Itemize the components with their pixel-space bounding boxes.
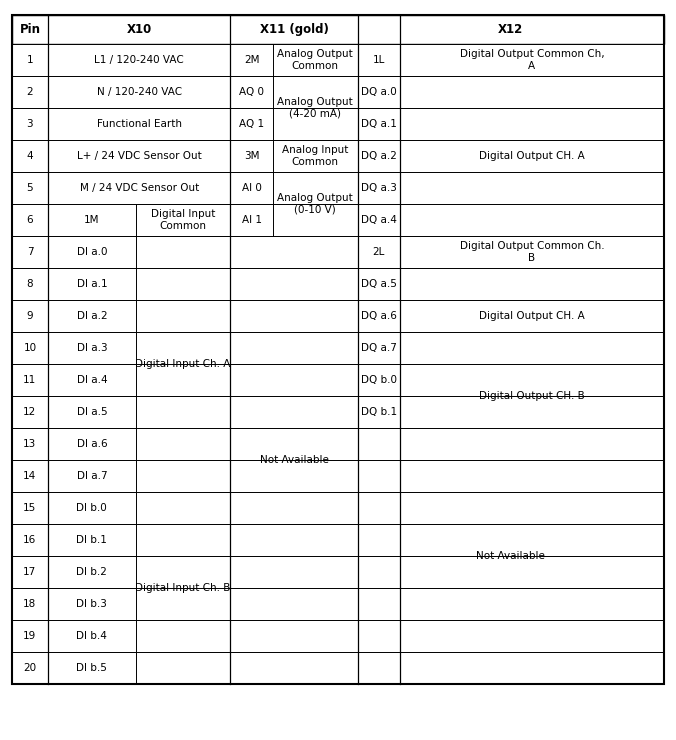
Text: DI b.2: DI b.2 [76,567,107,577]
Text: DQ a.2: DQ a.2 [361,151,397,161]
Bar [12,300,664,332]
Text: DI b.0: DI b.0 [76,503,107,513]
Text: AQ 0: AQ 0 [239,87,264,97]
Text: 16: 16 [23,535,37,545]
Text: 2L: 2L [372,247,385,257]
Bar [12,108,664,140]
Text: 3M: 3M [244,151,260,161]
Bar [12,15,664,44]
Text: 14: 14 [23,471,37,481]
Bar [12,76,664,108]
Text: DI a.0: DI a.0 [76,247,107,257]
Text: DQ b.1: DQ b.1 [361,407,397,417]
Text: DI b.5: DI b.5 [76,663,107,673]
Text: 12: 12 [23,407,37,417]
Text: DI a.2: DI a.2 [76,311,107,321]
Bar [12,364,664,396]
Text: 13: 13 [23,439,37,449]
Text: AI 0: AI 0 [242,183,262,193]
Text: 15: 15 [23,503,37,513]
Text: DQ a.7: DQ a.7 [361,343,397,353]
Text: 11: 11 [23,375,37,385]
Text: DI a.7: DI a.7 [76,471,107,481]
Text: DQ a.1: DQ a.1 [361,119,397,129]
Text: 9: 9 [26,311,33,321]
Text: DI a.3: DI a.3 [76,343,107,353]
Text: DQ a.6: DQ a.6 [361,311,397,321]
Text: 17: 17 [23,567,37,577]
Text: Digital Input Ch. A: Digital Input Ch. A [135,359,231,369]
Text: 5: 5 [26,183,33,193]
Text: 8: 8 [26,279,33,289]
Bar [12,172,664,204]
Bar [12,588,664,620]
Text: Digital Output Common Ch,
A: Digital Output Common Ch, A [460,49,604,71]
Text: DI b.1: DI b.1 [76,535,107,545]
Text: Not Available: Not Available [477,551,546,561]
Text: DI a.6: DI a.6 [76,439,107,449]
Bar [12,428,664,460]
Text: 3: 3 [26,119,33,129]
Text: X12: X12 [498,23,523,36]
Bar [12,268,664,300]
Text: Digital Output CH. B: Digital Output CH. B [479,391,585,401]
Text: DQ a.4: DQ a.4 [361,215,397,225]
Text: DI a.4: DI a.4 [76,375,107,385]
Bar [12,492,664,524]
Bar [12,332,664,364]
Text: 1: 1 [26,55,33,65]
Text: Analog Output
(0-10 V): Analog Output (0-10 V) [277,193,353,215]
Text: Digital Output Common Ch.
B: Digital Output Common Ch. B [460,241,604,263]
Text: Not Available: Not Available [260,455,329,465]
Text: X11 (gold): X11 (gold) [260,23,329,36]
Text: X10: X10 [126,23,152,36]
Text: DQ b.0: DQ b.0 [361,375,397,385]
Text: DI a.5: DI a.5 [76,407,107,417]
Text: Pin: Pin [20,23,41,36]
Bar [12,620,664,652]
Text: L1 / 120-240 VAC: L1 / 120-240 VAC [94,55,184,65]
Text: 4: 4 [26,151,33,161]
Text: Analog Output
(4-20 mA): Analog Output (4-20 mA) [277,97,353,119]
Text: AQ 1: AQ 1 [239,119,264,129]
Text: 2M: 2M [244,55,260,65]
Text: DQ a.3: DQ a.3 [361,183,397,193]
Text: Analog Input
Common: Analog Input Common [282,145,348,166]
Text: 20: 20 [24,663,37,673]
Text: Digital Input
Common: Digital Input Common [151,209,216,231]
Text: 10: 10 [24,343,37,353]
Text: M / 24 VDC Sensor Out: M / 24 VDC Sensor Out [80,183,199,193]
Bar [12,460,664,492]
Text: 1M: 1M [84,215,99,225]
Text: 7: 7 [26,247,33,257]
Text: Digital Output CH. A: Digital Output CH. A [479,151,585,161]
Text: 2: 2 [26,87,33,97]
Text: L+ / 24 VDC Sensor Out: L+ / 24 VDC Sensor Out [77,151,201,161]
Bar [12,44,664,76]
Bar [12,204,664,236]
Text: 1L: 1L [372,55,385,65]
Text: N / 120-240 VAC: N / 120-240 VAC [97,87,182,97]
Text: DI b.3: DI b.3 [76,599,107,609]
Text: 6: 6 [26,215,33,225]
Text: DQ a.5: DQ a.5 [361,279,397,289]
Text: DI b.4: DI b.4 [76,631,107,641]
Bar [12,556,664,588]
Bar [12,524,664,556]
Text: DQ a.0: DQ a.0 [361,87,397,97]
Bar [12,140,664,172]
Bar [12,652,664,684]
Text: AI 1: AI 1 [241,215,262,225]
Bar [12,236,664,268]
Text: Digital Input Ch. B: Digital Input Ch. B [135,583,231,593]
Text: Analog Output
Common: Analog Output Common [277,49,353,71]
Text: DI a.1: DI a.1 [76,279,107,289]
Bar [12,396,664,428]
Text: Functional Earth: Functional Earth [97,119,182,129]
Text: Digital Output CH. A: Digital Output CH. A [479,311,585,321]
Text: 18: 18 [23,599,37,609]
Text: 19: 19 [23,631,37,641]
